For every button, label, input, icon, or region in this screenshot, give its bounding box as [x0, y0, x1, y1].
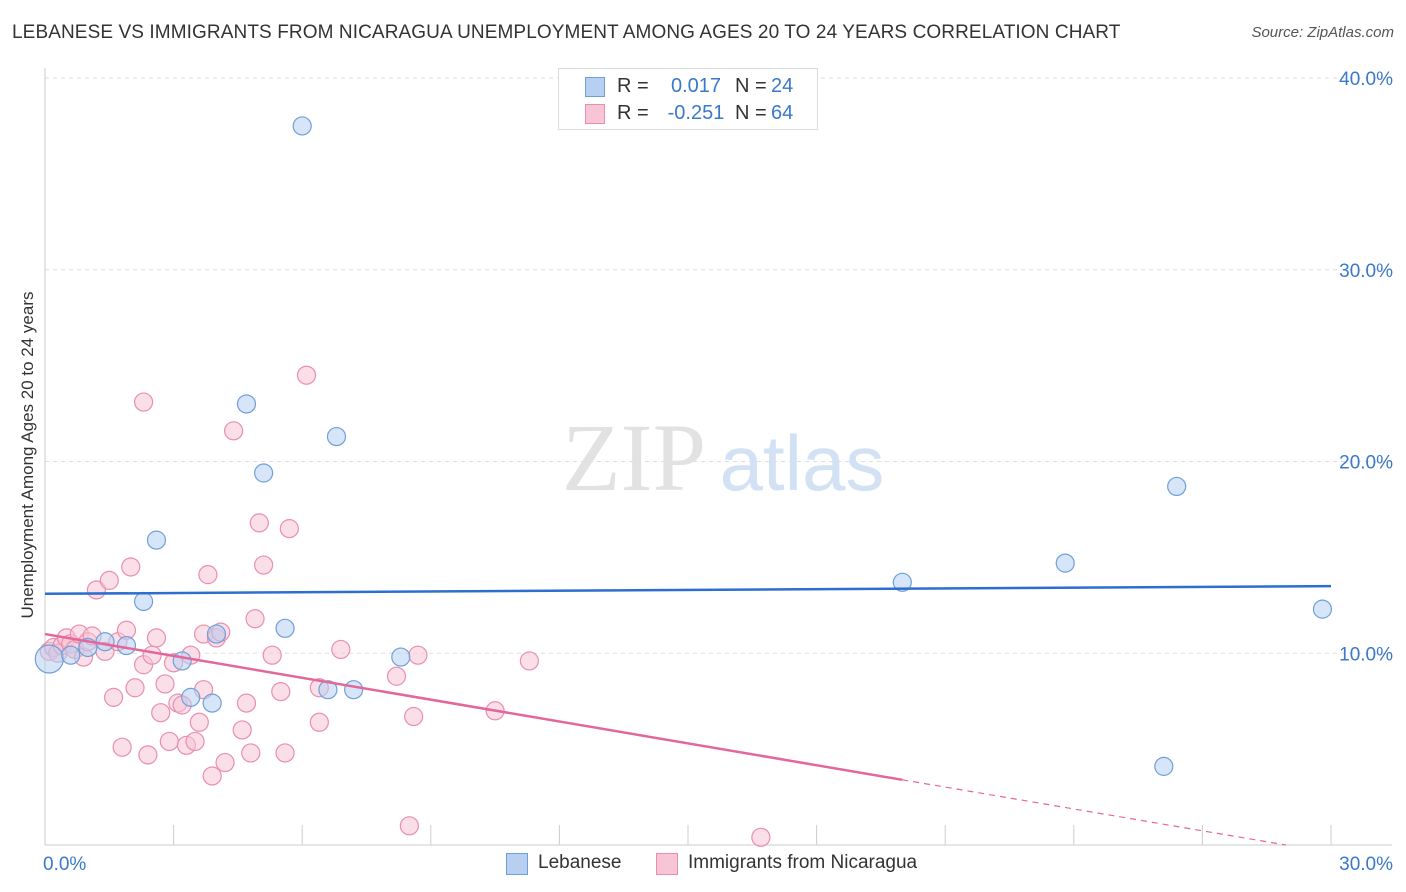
lebanese-point	[1154, 756, 1174, 776]
nicaragua-point	[751, 827, 771, 847]
lebanese-r-value: 0.017	[670, 75, 722, 97]
lebanese-point	[236, 394, 257, 414]
nicaragua-point	[142, 645, 162, 665]
nicaragua-point	[271, 681, 291, 702]
axes	[44, 68, 1392, 846]
n-label: N =	[735, 102, 767, 124]
nicaragua-point	[236, 693, 257, 713]
y-tick-label: 20.0%	[1339, 453, 1393, 474]
lebanese-point	[61, 645, 81, 665]
lebanese-point	[181, 687, 201, 707]
lebanese-point	[326, 426, 347, 447]
nicaragua-point	[185, 731, 205, 752]
nicaragua-point	[262, 645, 282, 665]
nicaragua-point	[103, 687, 124, 707]
chart-title: LEBANESE VS IMMIGRANTS FROM NICARAGUA UN…	[12, 22, 1121, 43]
legend-label-lebanese: Lebanese	[538, 852, 622, 873]
lebanese-point	[344, 680, 364, 700]
y-tick-label: 40.0%	[1339, 69, 1393, 90]
nicaragua-point	[275, 743, 295, 763]
lebanese-point	[116, 635, 137, 656]
nicaragua-point	[155, 674, 175, 694]
series-legend: Lebanese Immigrants from Nicaragua	[0, 852, 1406, 878]
nicaragua-point	[202, 766, 222, 786]
nicaragua-point	[241, 743, 261, 763]
nicaragua-point	[404, 706, 424, 727]
nicaragua-n-value: 64	[771, 102, 794, 124]
nicaragua-point	[331, 639, 351, 660]
nicaragua-point	[146, 628, 167, 648]
nicaragua-point	[245, 609, 265, 629]
source-credit: Source: ZipAtlas.com	[1251, 24, 1394, 41]
nicaragua-point	[296, 365, 317, 385]
lebanese-point	[892, 572, 912, 592]
nicaragua-point	[198, 565, 218, 585]
lebanese-swatch	[506, 853, 528, 875]
nicaragua-point	[254, 555, 274, 575]
lebanese-point	[254, 463, 274, 483]
legend-label-nicaragua: Immigrants from Nicaragua	[688, 852, 918, 873]
lebanese-points	[34, 116, 1333, 776]
gridlines	[45, 77, 1392, 654]
y-tick-label: 10.0%	[1339, 644, 1393, 665]
nicaragua-r-value: -0.251	[667, 102, 725, 124]
trend-lines	[44, 584, 1332, 846]
nicaragua-point	[138, 745, 158, 765]
y-tick-label: 30.0%	[1339, 261, 1393, 282]
nicaragua-point	[386, 666, 407, 686]
nicaragua-point	[121, 557, 141, 577]
nicaragua-point	[279, 519, 299, 539]
nicaragua-point	[399, 816, 419, 836]
lebanese-point	[292, 116, 312, 136]
nicaragua-point	[519, 651, 539, 671]
lebanese-point	[318, 680, 338, 700]
nicaragua-point	[189, 712, 209, 732]
x-tick-label: 0.0%	[43, 854, 86, 875]
nicaragua-point	[224, 421, 244, 441]
watermark-zip: ZIP	[562, 404, 706, 511]
lebanese-point	[391, 647, 411, 667]
watermark-atlas: atlas	[720, 419, 885, 507]
lebanese-point	[206, 624, 227, 644]
lebanese-point	[146, 530, 167, 550]
nicaragua-trend-line	[44, 632, 903, 782]
nicaragua-point	[249, 513, 269, 533]
lebanese-point	[95, 632, 115, 652]
nicaragua-point	[151, 703, 171, 723]
nicaragua-trend-extension	[902, 779, 1286, 846]
nicaragua-point	[125, 678, 145, 698]
lebanese-point	[1167, 476, 1187, 497]
r-label: R =	[617, 75, 649, 97]
lebanese-point	[133, 591, 154, 612]
x-tick-label: 30.0%	[1339, 854, 1393, 875]
nicaragua-point	[408, 645, 428, 665]
nicaragua-point	[99, 570, 119, 590]
lebanese-trend-line	[44, 584, 1332, 596]
r-label: R =	[617, 102, 649, 124]
lebanese-point	[1055, 553, 1075, 573]
lebanese-point	[202, 693, 222, 713]
lebanese-n-value: 24	[771, 75, 794, 97]
nicaragua-point	[159, 731, 179, 752]
tick-labels: 10.0% 20.0% 30.0% 40.0% 0.0% 30.0%	[43, 69, 1393, 875]
lebanese-point	[34, 644, 64, 674]
lebanese-point	[275, 618, 295, 638]
nicaragua-point	[309, 712, 329, 732]
lebanese-swatch	[585, 77, 605, 97]
nicaragua-swatch	[656, 853, 678, 875]
y-axis-label: Unemployment Among Ages 20 to 24 years	[18, 291, 37, 619]
nicaragua-swatch	[585, 104, 605, 124]
correlation-legend: R = 0.017 N = 24 R = -0.251 N = 64	[558, 68, 818, 130]
nicaragua-point	[133, 392, 154, 412]
nicaragua-point	[112, 737, 132, 757]
lebanese-point	[1312, 599, 1333, 619]
lebanese-point	[172, 651, 192, 671]
nicaragua-point	[232, 720, 252, 740]
nicaragua-point	[215, 752, 235, 773]
n-label: N =	[735, 75, 767, 97]
watermark: ZIP atlas	[562, 404, 884, 511]
